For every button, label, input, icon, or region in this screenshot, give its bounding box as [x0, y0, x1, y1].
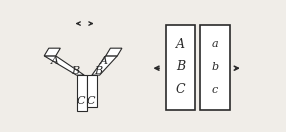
Polygon shape: [76, 75, 87, 111]
Polygon shape: [106, 48, 122, 56]
Text: B: B: [71, 66, 79, 76]
Text: A: A: [176, 38, 185, 51]
Polygon shape: [44, 56, 84, 75]
Text: B: B: [176, 60, 185, 73]
Text: B: B: [94, 66, 102, 76]
Text: A: A: [100, 55, 108, 65]
Polygon shape: [200, 25, 230, 110]
Text: a: a: [212, 39, 219, 49]
Polygon shape: [166, 25, 195, 110]
Text: A: A: [51, 55, 59, 65]
Text: C: C: [176, 83, 185, 96]
Text: C: C: [77, 96, 86, 106]
Polygon shape: [44, 48, 60, 56]
Polygon shape: [87, 75, 97, 107]
Text: c: c: [212, 85, 218, 95]
Polygon shape: [92, 56, 117, 75]
Text: C: C: [87, 96, 96, 106]
Text: b: b: [212, 62, 219, 72]
